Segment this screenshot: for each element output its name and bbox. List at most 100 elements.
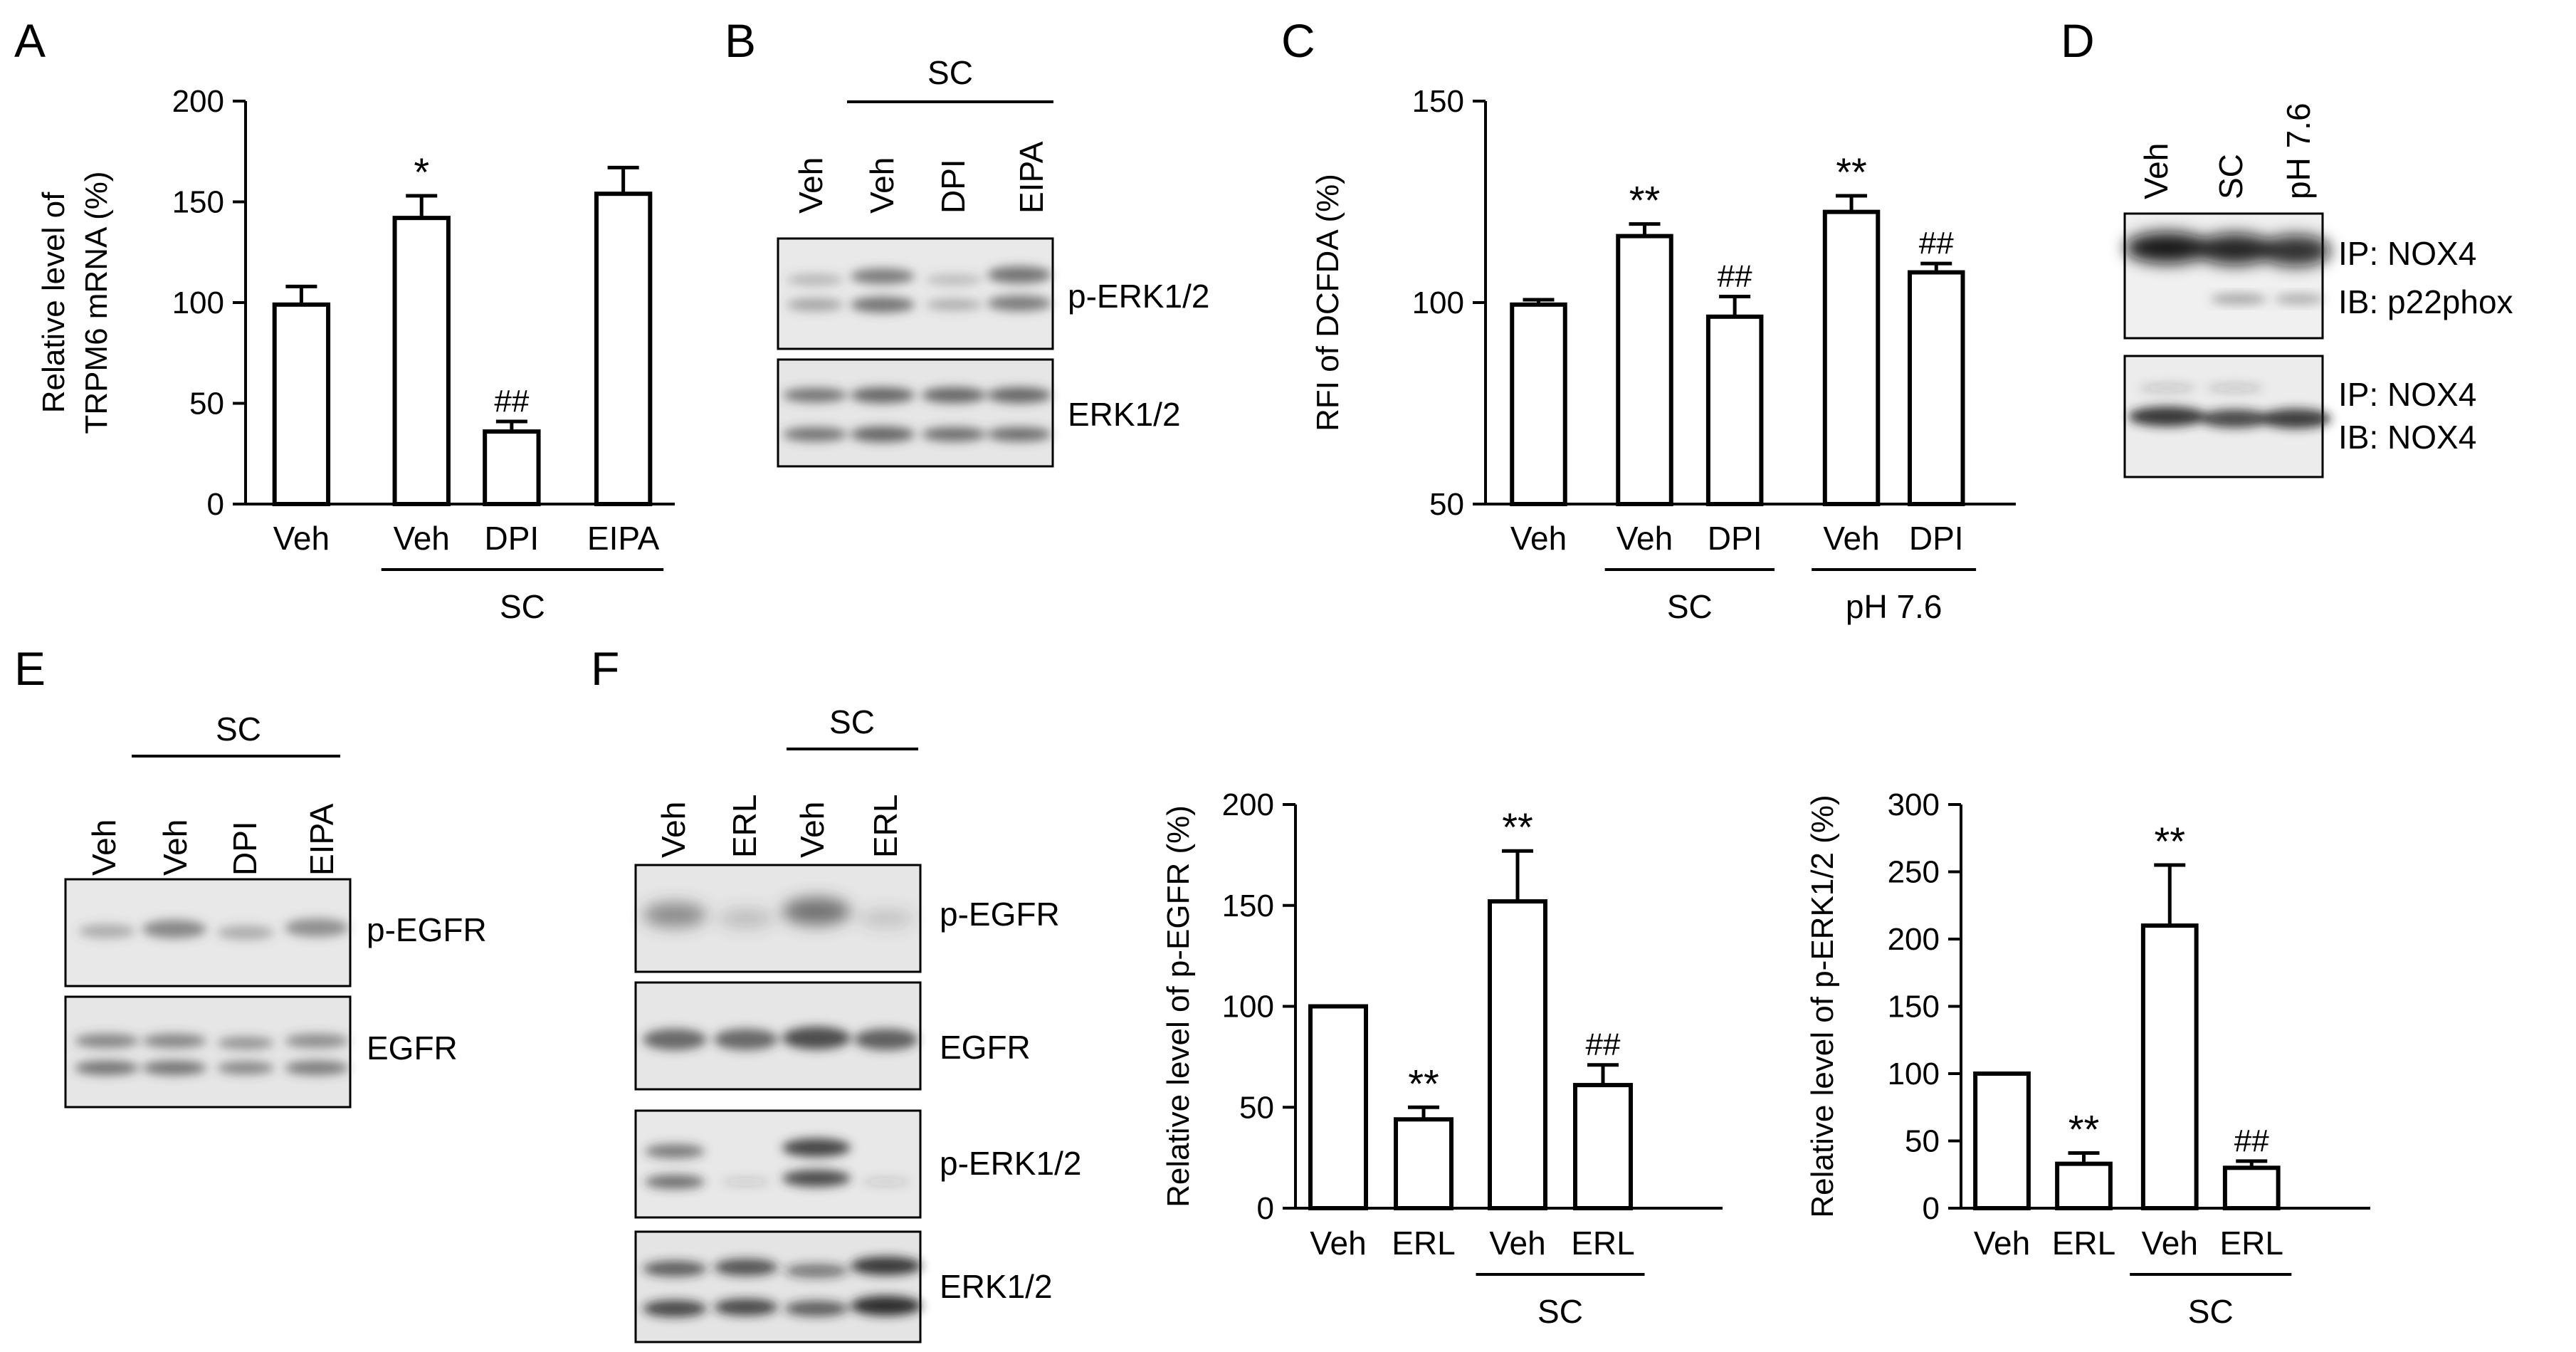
group-label: SC bbox=[2188, 1293, 2234, 1330]
y-tick-label: 300 bbox=[1888, 787, 1940, 822]
blot-label-ib: IB: p22phox bbox=[2338, 283, 2513, 320]
significance-marker: * bbox=[414, 150, 429, 194]
significance-marker: ## bbox=[2234, 1123, 2269, 1158]
significance-marker: ** bbox=[2154, 819, 2185, 864]
category-label: Veh bbox=[1616, 520, 1673, 557]
y-axis-label: Relative level of p-EGFR (%) bbox=[1161, 805, 1196, 1207]
bar bbox=[1488, 899, 1547, 1210]
y-tick-label: 100 bbox=[1888, 1057, 1940, 1091]
y-tick-label: 150 bbox=[1412, 84, 1464, 119]
lane-label: SC bbox=[2212, 154, 2249, 199]
lane-label: Veh bbox=[863, 157, 900, 214]
bar bbox=[1616, 234, 1673, 506]
bar bbox=[2055, 1161, 2113, 1211]
lane-label: Veh bbox=[792, 157, 829, 214]
lane-label: DPI bbox=[226, 821, 263, 876]
significance-marker: ## bbox=[494, 384, 529, 419]
panel-label-b: B bbox=[725, 14, 756, 67]
blot-panel-f: SC Veh ERL Veh ERL p-EGFR EGFR bbox=[634, 703, 1081, 1343]
y-tick-label: 100 bbox=[172, 285, 224, 320]
significance-marker: ** bbox=[1502, 805, 1533, 849]
y-tick-label: 0 bbox=[207, 487, 224, 522]
blot-label-egfr: EGFR bbox=[940, 1029, 1031, 1066]
category-label: DPI bbox=[1708, 520, 1762, 557]
significance-marker: ** bbox=[2068, 1107, 2100, 1152]
lane-label: DPI bbox=[935, 159, 972, 214]
y-tick-label: 50 bbox=[1239, 1090, 1274, 1125]
panel-label-a: A bbox=[14, 14, 46, 67]
lane-label: Veh bbox=[794, 802, 831, 858]
chart-f-p-erk: 0 50 100 150 200 250 300 Relative level of p-ER… bbox=[1805, 787, 2370, 1330]
significance-marker: ## bbox=[1919, 226, 1954, 261]
blot-membrane bbox=[777, 358, 1054, 468]
bar bbox=[272, 302, 331, 506]
blot-label-ip: IP: NOX4 bbox=[2338, 235, 2476, 272]
lane-label: Veh bbox=[85, 819, 122, 876]
category-label: ERL bbox=[2220, 1225, 2283, 1262]
y-tick-label: 50 bbox=[1905, 1124, 1940, 1159]
category-label: Veh bbox=[1489, 1225, 1545, 1262]
blot-membrane bbox=[2123, 212, 2324, 340]
y-tick-label: 0 bbox=[1257, 1191, 1274, 1226]
y-tick-label: 200 bbox=[1222, 787, 1274, 822]
y-tick-label: 150 bbox=[1222, 889, 1274, 923]
lane-label: ERL bbox=[726, 795, 763, 858]
y-tick-label: 150 bbox=[1888, 990, 1940, 1025]
y-tick-label: 150 bbox=[172, 185, 224, 220]
blot-label-p-egfr: p-EGFR bbox=[367, 911, 487, 948]
y-axis-label: Relative level of bbox=[36, 192, 71, 413]
blot-label-p-egfr: p-EGFR bbox=[940, 896, 1060, 933]
y-tick-label: 50 bbox=[189, 387, 224, 421]
lane-label: Veh bbox=[655, 802, 692, 858]
significance-marker: ** bbox=[1629, 178, 1661, 223]
category-label: DPI bbox=[1909, 520, 1964, 557]
bar bbox=[1394, 1117, 1453, 1211]
y-tick-label: 200 bbox=[1888, 922, 1940, 957]
significance-marker: ** bbox=[1408, 1061, 1439, 1106]
y-tick-label: 100 bbox=[1412, 285, 1464, 320]
significance-marker: ## bbox=[1718, 259, 1752, 294]
blot-label-ib: IB: NOX4 bbox=[2338, 419, 2476, 456]
category-label: Veh bbox=[1310, 1225, 1366, 1262]
y-tick-label: 0 bbox=[1923, 1191, 1940, 1226]
group-label: SC bbox=[1537, 1293, 1583, 1330]
bar bbox=[1510, 302, 1567, 506]
y-axis-label: RFI of DCFDA (%) bbox=[1310, 174, 1345, 431]
category-label: ERL bbox=[2052, 1225, 2115, 1262]
significance-marker: ## bbox=[1586, 1027, 1621, 1062]
blot-label-erk: ERK1/2 bbox=[1068, 396, 1181, 433]
category-label: Veh bbox=[1974, 1225, 2030, 1262]
category-label: Veh bbox=[1823, 520, 1879, 557]
blot-label-p-erk: p-ERK1/2 bbox=[940, 1145, 1081, 1182]
bar bbox=[392, 216, 451, 506]
category-label: Veh bbox=[273, 520, 330, 557]
y-tick-label: 100 bbox=[1222, 990, 1274, 1025]
bar bbox=[2140, 923, 2199, 1210]
blot-label-erk: ERK1/2 bbox=[940, 1268, 1053, 1305]
chart-c: 50 100 150 RFI of DCFDA (%) Veh ** Veh ## DPI ** V… bbox=[1310, 84, 2016, 625]
blot-membrane bbox=[64, 995, 352, 1109]
category-label: EIPA bbox=[587, 520, 660, 557]
panel-label-c: C bbox=[1281, 14, 1315, 67]
category-label: ERL bbox=[1392, 1225, 1455, 1262]
bar bbox=[1573, 1083, 1633, 1210]
y-axis-label: TRPM6 mRNA (%) bbox=[79, 171, 114, 434]
chart-a: 0 50 100 150 200 Relative level of TRPM6 mRNA … bbox=[36, 84, 675, 625]
bar bbox=[1908, 270, 1965, 506]
lane-label: ERL bbox=[867, 795, 904, 858]
y-tick-label: 200 bbox=[172, 84, 224, 119]
y-tick-label: 50 bbox=[1429, 487, 1464, 522]
y-axis-label: Relative level of p-ERK1/2 (%) bbox=[1805, 795, 1840, 1217]
lane-label: Veh bbox=[2138, 143, 2175, 199]
group-label-sc: SC bbox=[216, 711, 261, 748]
lane-label: pH 7.6 bbox=[2280, 103, 2317, 199]
lane-label: EIPA bbox=[1013, 141, 1050, 214]
bar bbox=[1822, 209, 1881, 506]
panel-label-e: E bbox=[14, 642, 46, 695]
category-label: ERL bbox=[1571, 1225, 1634, 1262]
bar bbox=[483, 429, 541, 506]
blot-label-ip: IP: NOX4 bbox=[2338, 376, 2476, 413]
y-tick-label: 250 bbox=[1888, 855, 1940, 890]
category-label: Veh bbox=[1510, 520, 1567, 557]
